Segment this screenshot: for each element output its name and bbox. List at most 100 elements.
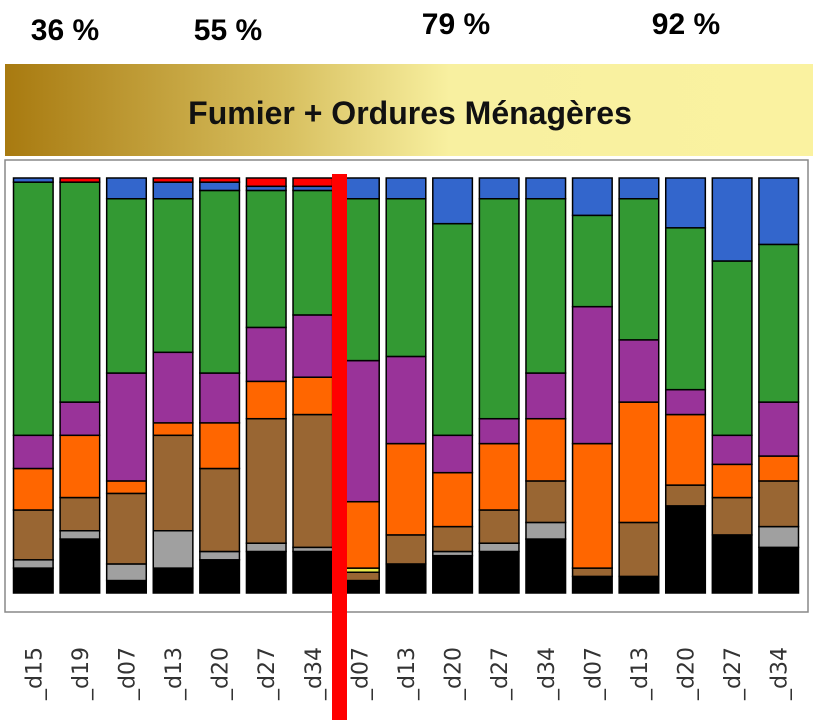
bar-segment [245, 380, 287, 420]
bar-segment [105, 372, 148, 482]
bar-segment [478, 198, 520, 420]
bar-segment [12, 509, 54, 561]
bar-segment [152, 567, 194, 594]
bar-segment [292, 189, 334, 316]
bar-segment [525, 417, 567, 482]
bar-segment [664, 388, 707, 416]
bar-segment [59, 401, 101, 437]
bar-segment [152, 351, 194, 424]
bar-segment [525, 372, 567, 420]
x-tick-label: _d20 [442, 647, 467, 701]
x-tick-label: _d07 [348, 647, 373, 701]
bar-segment [59, 496, 101, 532]
bar-segment [105, 177, 148, 200]
bar-segment [618, 521, 660, 578]
bar-segment [618, 198, 660, 341]
bar-segment [199, 467, 241, 553]
bar-segment [618, 401, 660, 524]
bar-segment [245, 177, 287, 188]
annotation: 36 % [31, 14, 99, 47]
bar-segment [199, 189, 241, 374]
bar-segment [12, 559, 54, 569]
bar-segment [292, 376, 334, 416]
bar-segment [758, 243, 800, 403]
bar-segment [152, 530, 194, 569]
bar-segment [245, 417, 287, 544]
bar-segment [432, 434, 474, 474]
bar-segment [245, 326, 287, 383]
bar-segment [525, 521, 567, 540]
bar-segment [12, 177, 54, 183]
bar-segment [618, 339, 660, 403]
bar-segment [152, 181, 194, 200]
bar-segment [385, 177, 427, 200]
bar-segment [199, 372, 241, 424]
bar-segment [664, 227, 707, 391]
bar-segment [478, 509, 520, 544]
x-tick-label: _d13 [395, 647, 420, 701]
bar-segment [199, 181, 241, 192]
bar-segment [199, 177, 241, 183]
bar-segment [152, 198, 194, 354]
bar-segment [292, 550, 334, 594]
x-tick-label: _d13 [162, 647, 187, 701]
bar-segment [385, 355, 427, 445]
bar-segment [432, 222, 474, 437]
x-tick-label: _d19 [69, 647, 94, 701]
bar-segment [292, 314, 334, 378]
divider-line [332, 174, 347, 720]
bar-segment [758, 177, 800, 246]
bar-segment [758, 546, 800, 594]
bar-segment [525, 538, 567, 594]
bar-segment [105, 579, 148, 594]
bar-segment [618, 177, 660, 200]
bar-segment [664, 484, 707, 507]
bar-segment [105, 563, 148, 582]
plot-frame [4, 159, 809, 613]
bar-segment [571, 567, 613, 578]
bar-segment [432, 471, 474, 528]
bar-segment [292, 413, 334, 549]
bar-segment [711, 434, 753, 466]
bar-segment [245, 550, 287, 594]
bar-segment [199, 550, 241, 561]
bar-segment [152, 177, 194, 183]
bar-segment [152, 422, 194, 437]
bar-segment [711, 177, 753, 262]
bar-segment [758, 525, 800, 549]
bar-segment [711, 496, 753, 536]
x-tick-label: _d34 [302, 647, 327, 701]
x-tick-label: _d20 [209, 647, 234, 701]
bar-segment [105, 198, 148, 374]
bar-segment [758, 401, 800, 457]
x-tick-label: _d15 [22, 647, 47, 701]
bar-segment [478, 442, 520, 511]
chart-title: Fumier + Ordures Ménagères [188, 95, 632, 131]
bar-segment [385, 198, 427, 358]
bar-segment [245, 542, 287, 553]
bar-segment [292, 177, 334, 188]
bar-segment [758, 480, 800, 528]
bar-segment [12, 181, 54, 437]
bar-segment [105, 492, 148, 565]
bar-segment [478, 417, 520, 445]
bar-segment [12, 467, 54, 511]
annotation: 92 % [652, 8, 720, 41]
bar-segment [432, 525, 474, 553]
bar-segment [711, 260, 753, 437]
bar-segment [59, 530, 101, 540]
x-tick-label: _d27 [488, 647, 513, 701]
x-tick-label: _d34 [535, 647, 560, 701]
x-tick-label: _d07 [581, 647, 606, 701]
bar-segment [432, 177, 474, 225]
bar-segment [12, 567, 54, 594]
x-tick-label: _d34 [768, 647, 793, 701]
bar-segment [199, 559, 241, 594]
x-tick-label: _d27 [721, 647, 746, 701]
bar-segment [571, 575, 613, 594]
bar-segment [59, 538, 101, 594]
annotation: 79 % [422, 8, 490, 41]
bar-segment [245, 189, 287, 329]
bar-segment [385, 563, 427, 594]
bar-segment [385, 442, 427, 536]
